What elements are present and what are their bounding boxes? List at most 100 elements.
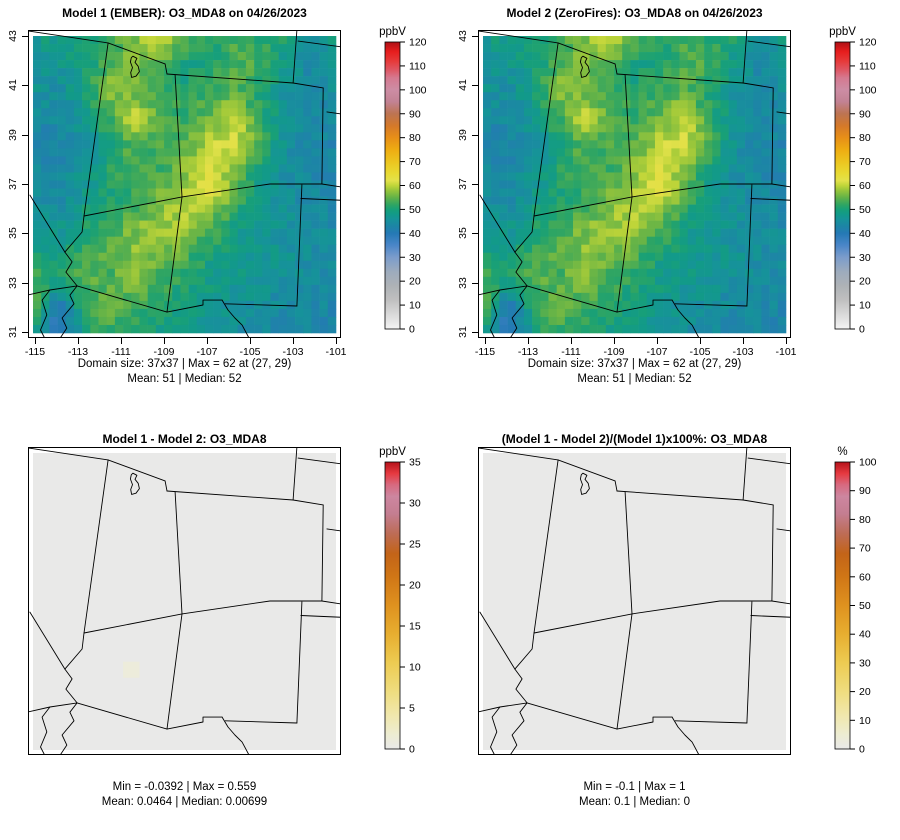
x-axis-tick xyxy=(571,338,572,344)
y-axis-tick xyxy=(472,134,478,136)
y-axis-tick-label: 37 xyxy=(7,178,19,190)
colorbar-tick-label: 60 xyxy=(409,180,421,192)
colorbar-tick-label: 70 xyxy=(409,156,421,168)
map-diff xyxy=(27,446,343,760)
colorbar-tick-label: 60 xyxy=(859,180,871,192)
map-svg-model1 xyxy=(27,29,343,339)
colorbar-tick-label: 90 xyxy=(409,108,421,120)
y-axis-tick xyxy=(22,282,28,284)
x-axis-tick xyxy=(121,338,122,344)
colorbar-tick-label: 10 xyxy=(859,715,871,727)
colorbar-tick-label: 0 xyxy=(409,324,415,336)
x-axis-tick-label: -103 xyxy=(282,346,304,358)
x-axis-tick xyxy=(207,338,208,344)
colorbar-tick-label: 30 xyxy=(409,252,421,264)
stats-line1: Min = -0.1 | Max = 1 xyxy=(583,781,686,793)
y-axis-tick xyxy=(22,85,28,87)
colorbar-model1: ppbV 0 10 20 30 40 50 60 70 80 90 100 110 120 xyxy=(373,24,445,351)
x-axis-tick xyxy=(78,338,79,344)
y-axis-tick-label: 31 xyxy=(7,326,19,338)
y-axis-tick xyxy=(472,184,478,186)
colorbar-tick-label: 30 xyxy=(859,252,871,264)
x-axis-tick xyxy=(485,338,486,344)
colorbar-tick-label: 15 xyxy=(409,621,421,633)
colorbar-tick-label: 40 xyxy=(409,228,421,240)
x-axis-tick xyxy=(743,338,744,344)
panel-model2: Model 2 (ZeroFires): O3_MDA8 on 04/26/20… xyxy=(450,0,900,420)
panel-stats: Domain size: 37x37 | Max = 62 at (27, 29… xyxy=(458,357,811,387)
y-axis-tick xyxy=(472,233,478,235)
colorbar-svg-diff: ppbV 0 5 10 15 20 25 30 35 xyxy=(379,446,421,756)
panel-pctdiff: (Model 1 - Model 2)/(Model 1)x100%: O3_M… xyxy=(450,420,900,840)
colorbar-tick-label: 20 xyxy=(859,686,871,698)
colorbar-tick-label: 40 xyxy=(859,629,871,641)
colorbar-tick-label: 0 xyxy=(859,744,865,756)
y-axis-tick-label: 43 xyxy=(457,30,469,42)
colorbar-svg-pctdiff: % 0 10 20 30 40 50 60 70 80 90 100 xyxy=(834,446,877,756)
colorbar-tick-label: 110 xyxy=(859,60,876,72)
y-axis-tick-label: 39 xyxy=(457,128,469,141)
y-axis-tick-label: 33 xyxy=(7,276,19,289)
y-axis-tick xyxy=(472,85,478,87)
colorbar-unit-label: % xyxy=(837,446,847,458)
y-axis-tick-label: 31 xyxy=(457,326,469,338)
x-axis-tick-label: -115 xyxy=(474,346,496,358)
colorbar-tick-label: 50 xyxy=(409,204,421,216)
colorbar-tick-label: 110 xyxy=(409,60,426,72)
y-axis-tick-label: 41 xyxy=(7,79,19,92)
colorbar-tick-label: 120 xyxy=(409,37,427,49)
colorbar-tick-label: 5 xyxy=(409,703,415,715)
panel-model1: Model 1 (EMBER): O3_MDA8 on 04/26/2023 p… xyxy=(0,0,450,420)
x-axis-tick-label: -113 xyxy=(517,346,539,358)
y-axis-tick-label: 33 xyxy=(457,276,469,289)
x-axis-tick-label: -105 xyxy=(689,346,711,358)
colorbar-tick-label: 70 xyxy=(859,156,871,168)
colorbar-tick-label: 10 xyxy=(409,662,421,674)
stats-line2: Mean: 51 | Median: 52 xyxy=(577,373,692,385)
colorbar-tick-label: 30 xyxy=(859,657,871,669)
colorbar-tick-label: 120 xyxy=(859,37,877,49)
colorbar-tick-label: 100 xyxy=(859,457,877,469)
x-axis-tick-label: -109 xyxy=(153,346,175,358)
colorbar-tick-label: 90 xyxy=(859,108,871,120)
y-axis-tick xyxy=(22,36,28,37)
colorbar-tick-label: 80 xyxy=(859,132,871,144)
x-axis-tick-label: -115 xyxy=(24,346,46,358)
x-axis-tick-label: -101 xyxy=(325,346,347,358)
map-model1 xyxy=(27,29,343,343)
stats-line1: Min = -0.0392 | Max = 0.559 xyxy=(112,781,257,793)
panel-diff: Model 1 - Model 2: O3_MDA8 ppbV 0 5 10 15 20 2… xyxy=(0,420,450,840)
x-axis-tick-label: -107 xyxy=(646,346,668,358)
great-salt-lake-outline xyxy=(129,55,140,78)
colorbar-tick-label: 0 xyxy=(409,744,415,756)
stats-line2: Mean: 51 | Median: 52 xyxy=(127,373,242,385)
y-axis-tick xyxy=(22,134,28,136)
x-axis-tick-label: -107 xyxy=(196,346,218,358)
colorbar-tick-label: 30 xyxy=(409,498,421,510)
colorbar-tick-label: 100 xyxy=(409,84,427,96)
colorbar-tick-label: 25 xyxy=(409,539,421,551)
state-borders xyxy=(27,446,343,756)
x-axis-tick xyxy=(614,338,615,344)
x-axis-tick xyxy=(528,338,529,344)
colorbar-tick-label: 20 xyxy=(409,276,421,288)
x-axis-tick xyxy=(336,338,337,344)
x-axis-tick-label: -109 xyxy=(603,346,625,358)
colorbar-unit-label: ppbV xyxy=(829,26,856,38)
map-svg-pctdiff xyxy=(477,446,793,756)
panel-title: Model 2 (ZeroFires): O3_MDA8 on 04/26/20… xyxy=(506,6,763,20)
y-axis-tick xyxy=(22,332,28,334)
y-axis-tick xyxy=(472,282,478,284)
great-salt-lake-outline xyxy=(579,472,590,495)
y-axis-tick xyxy=(472,36,478,37)
colorbar-tick-label: 0 xyxy=(859,324,865,336)
panel-stats: Min = -0.1 | Max = 1 Mean: 0.1 | Median:… xyxy=(458,780,811,810)
panel-title: Model 1 (EMBER): O3_MDA8 on 04/26/2023 xyxy=(62,6,307,20)
x-axis-tick-label: -113 xyxy=(67,346,89,358)
y-axis-tick xyxy=(22,184,28,186)
panel-title: Model 1 - Model 2: O3_MDA8 xyxy=(102,432,267,446)
colorbar-tick-label: 35 xyxy=(409,457,421,469)
colorbar-svg-model2: ppbV 0 10 20 30 40 50 60 70 80 90 100 110 120 xyxy=(829,26,877,336)
y-axis-tick xyxy=(22,233,28,235)
